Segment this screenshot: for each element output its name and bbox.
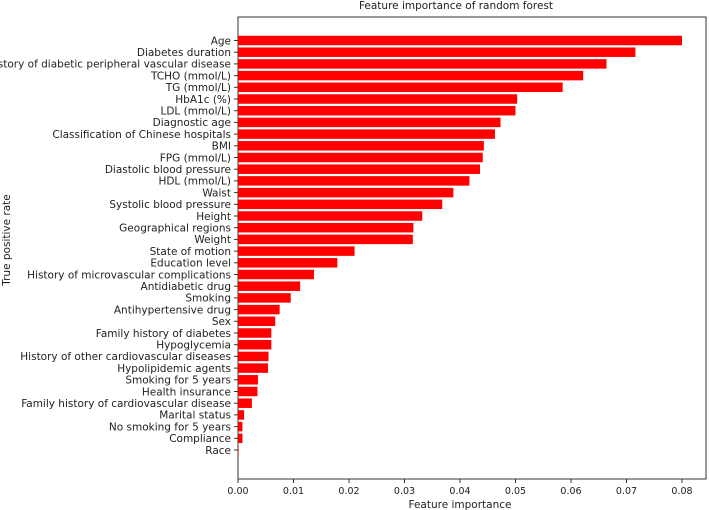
category-label: Smoking <box>185 293 231 305</box>
bar <box>238 398 252 408</box>
category-label: Waist <box>202 187 231 199</box>
bar <box>238 269 315 280</box>
x-tick-label: 0.04 <box>449 486 470 497</box>
category-label: Health insurance <box>142 386 231 398</box>
bar <box>238 70 584 81</box>
category-label: LDL (mmol/L) <box>160 106 231 118</box>
category-label: History of diabetic peripheral vascular … <box>0 59 231 71</box>
bar <box>238 304 280 315</box>
category-label: Family history of diabetes <box>96 328 231 340</box>
category-label: Race <box>205 445 231 457</box>
category-label: Antihypertensive drug <box>114 304 231 316</box>
bar <box>238 35 682 46</box>
bar <box>238 421 243 432</box>
bar <box>238 234 413 245</box>
bars-group <box>238 35 682 455</box>
bar <box>238 351 269 362</box>
category-label: Diagnostic age <box>153 117 231 129</box>
category-label: Marital status <box>159 410 231 422</box>
x-tick-label: 0.03 <box>394 486 415 497</box>
bar <box>238 211 423 221</box>
bar <box>238 410 245 420</box>
category-label: Geographical regions <box>119 223 231 235</box>
category-label: Diastolic blood pressure <box>105 164 231 176</box>
category-label: Hypolipidemic agents <box>117 363 231 375</box>
category-label: Weight <box>194 234 231 246</box>
bar <box>238 117 501 128</box>
x-tick-label: 0.05 <box>505 486 526 497</box>
bar <box>238 176 470 186</box>
bar <box>238 339 272 350</box>
bar <box>238 82 563 93</box>
category-label: Family history of cardiovascular disease <box>21 398 231 410</box>
chart-title: Feature importance of random forest <box>359 0 553 12</box>
bar <box>238 105 516 116</box>
category-label: History of microvascular complications <box>27 269 231 281</box>
bar <box>238 375 258 385</box>
bar <box>238 94 518 104</box>
bar <box>238 47 636 57</box>
x-tick-label: 0.06 <box>560 486 581 497</box>
bar <box>238 141 484 151</box>
category-label: FPG (mmol/L) <box>160 152 231 164</box>
bar <box>238 281 301 291</box>
bar <box>238 59 607 69</box>
category-label: History of other cardiovascular diseases <box>20 351 231 363</box>
category-label: Diabetes duration <box>137 47 231 59</box>
bar <box>238 386 258 397</box>
category-label: No smoking for 5 years <box>109 421 231 433</box>
bar <box>238 199 443 210</box>
category-label: Antidiabetic drug <box>141 281 231 293</box>
category-label: Classification of Chinese hospitals <box>52 129 231 141</box>
category-label: TCHO (mmol/L) <box>150 70 231 82</box>
bar <box>238 187 454 198</box>
x-axis-label: Feature importance <box>408 499 511 510</box>
bar <box>238 258 338 268</box>
bar <box>238 293 291 303</box>
bar <box>238 363 268 373</box>
bar <box>238 433 243 444</box>
category-label: Hypoglycemia <box>156 340 231 352</box>
bar <box>238 328 272 338</box>
category-label: Compliance <box>169 433 231 445</box>
bar <box>238 129 495 139</box>
y-axis-label: True positive rate <box>1 194 13 287</box>
category-label: Education level <box>150 258 231 270</box>
bar <box>238 445 239 455</box>
bar <box>238 222 414 233</box>
category-label: Systolic blood pressure <box>109 199 231 211</box>
x-tick-label: 0.08 <box>671 486 692 497</box>
bar <box>238 246 355 256</box>
category-label: Sex <box>212 316 231 328</box>
category-label: Age <box>211 35 231 47</box>
bar <box>238 152 483 163</box>
category-label: TG (mmol/L) <box>165 82 231 94</box>
category-label: BMI <box>212 141 231 153</box>
bar <box>238 316 276 327</box>
x-tick-label: 0.01 <box>283 486 304 497</box>
bar <box>238 164 480 174</box>
x-tick-label: 0.07 <box>616 486 637 497</box>
x-tick-label: 0.02 <box>338 486 359 497</box>
category-label: State of motion <box>150 246 231 258</box>
category-label: Smoking for 5 years <box>125 375 231 387</box>
x-ticks-group: 0.00 0.01 0.02 0.03 0.04 0.05 0.06 0.07 0.08 <box>227 479 693 497</box>
x-tick-label: 0.00 <box>227 486 248 497</box>
category-label: HbA1c (%) <box>175 94 231 106</box>
category-label: Height <box>196 211 231 223</box>
category-label: HDL (mmol/L) <box>158 176 231 188</box>
